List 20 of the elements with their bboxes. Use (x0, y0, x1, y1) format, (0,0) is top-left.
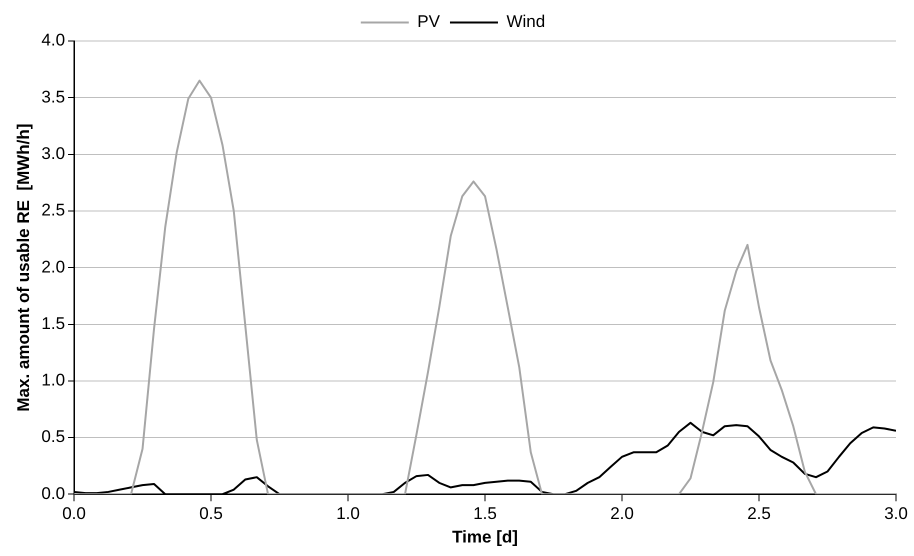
y-tick-label: 4.0 (41, 30, 66, 50)
x-axis-title: Time [d] (452, 527, 518, 546)
y-tick-label: 1.0 (41, 370, 66, 390)
x-tick-label: 0.5 (199, 504, 223, 524)
y-tick-label: 3.0 (41, 144, 66, 163)
y-tick-label: 0.0 (41, 484, 66, 503)
x-tick-label: 1.5 (473, 504, 497, 524)
x-tick-label: 2.0 (610, 504, 634, 524)
legend-label: Wind (506, 12, 546, 32)
legend-label: PV (417, 12, 441, 32)
y-tick-label: 3.5 (41, 87, 66, 106)
y-tick-label: 1.5 (41, 314, 66, 333)
x-tick-label: 2.5 (747, 504, 771, 524)
x-tick-label: 1.0 (336, 504, 360, 524)
y-tick-label: 2.0 (41, 257, 66, 276)
x-tick-label: 3.0 (884, 504, 908, 524)
y-tick-label: 2.5 (41, 200, 66, 220)
x-tick-label: 0.0 (62, 504, 86, 524)
y-axis-title: Max. amount of usable RE [MWh/h] (14, 124, 33, 412)
y-tick-label: 0.5 (41, 427, 66, 446)
